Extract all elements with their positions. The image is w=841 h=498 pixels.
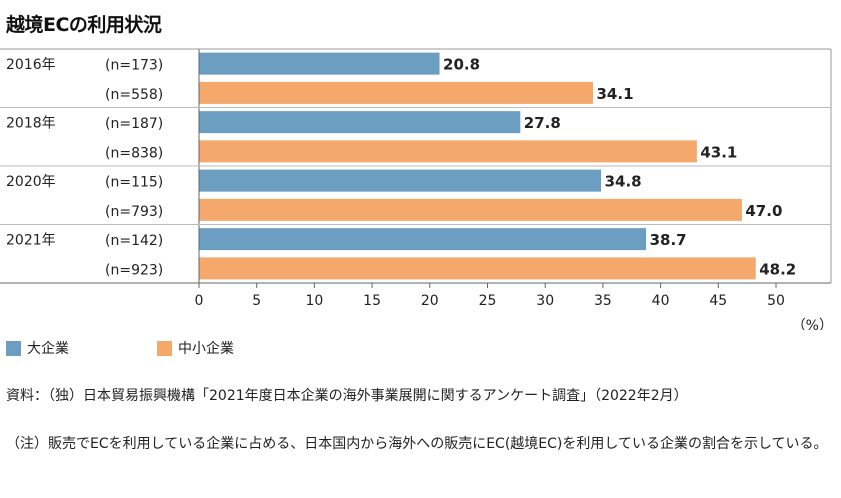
bar-value-label: 34.1 — [597, 85, 634, 103]
bar-large — [199, 228, 647, 251]
footnote: （注）販売でECを利用している企業に占める、日本国内から海外への販売にEC(越境… — [6, 436, 828, 452]
bar-value-label: 27.8 — [524, 114, 561, 132]
bar-large — [199, 111, 521, 134]
sample-size-label: (n=838) — [105, 145, 163, 161]
bar-sme — [199, 140, 697, 163]
bar-value-label: 43.1 — [700, 143, 737, 161]
x-tick-label: 50 — [767, 293, 785, 309]
legend-swatch-sme — [157, 340, 172, 356]
bar-value-label: 38.7 — [650, 231, 687, 249]
sample-size-label: (n=115) — [105, 175, 163, 191]
legend-item-sme: 中小企業 — [157, 338, 234, 358]
x-tick-label: 25 — [479, 293, 497, 309]
x-tick-label: 5 — [252, 293, 261, 309]
sample-size-label: (n=558) — [105, 87, 163, 103]
bar-large — [199, 169, 602, 192]
x-tick-label: 15 — [363, 293, 381, 309]
year-label: 2021年 — [6, 233, 56, 249]
legend-label-sme: 中小企業 — [178, 341, 234, 357]
bar-value-label: 48.2 — [759, 260, 796, 278]
year-label: 2020年 — [6, 174, 56, 190]
bar-large — [199, 52, 440, 75]
x-tick-label: 40 — [652, 293, 670, 309]
bar-sme — [199, 198, 742, 221]
x-tick-label: 0 — [195, 293, 204, 309]
bar-value-label: 47.0 — [745, 202, 782, 220]
x-tick-label: 30 — [536, 293, 554, 309]
x-tick-label: 10 — [305, 293, 323, 309]
x-tick-label: 45 — [709, 293, 727, 309]
legend-swatch-large — [6, 340, 21, 356]
legend-item-large: 大企業 — [6, 338, 69, 358]
bar-sme — [199, 81, 594, 104]
bar-sme — [199, 257, 756, 280]
source-note: 資料：（独）日本貿易振興機構「2021年度日本企業の海外事業展開に関するアンケー… — [6, 388, 688, 404]
bar-chart: 2016年 (n=173) 20.8 (n=558) 34.1 2018年 (n=187) 2… — [0, 48, 833, 330]
sample-size-label: (n=793) — [105, 204, 163, 220]
year-label: 2016年 — [6, 57, 56, 73]
x-axis-unit: （%） — [792, 318, 833, 330]
x-tick-label: 35 — [594, 293, 612, 309]
chart-title: 越境ECの利用状況 — [6, 14, 162, 36]
x-tick-label: 20 — [421, 293, 439, 309]
bar-value-label: 20.8 — [443, 56, 480, 74]
sample-size-label: (n=173) — [105, 58, 163, 74]
bar-value-label: 34.8 — [605, 173, 642, 191]
sample-size-label: (n=187) — [105, 116, 163, 132]
sample-size-label: (n=142) — [105, 233, 163, 249]
year-label: 2018年 — [6, 116, 56, 132]
legend-label-large: 大企業 — [27, 341, 69, 357]
sample-size-label: (n=923) — [105, 262, 163, 278]
